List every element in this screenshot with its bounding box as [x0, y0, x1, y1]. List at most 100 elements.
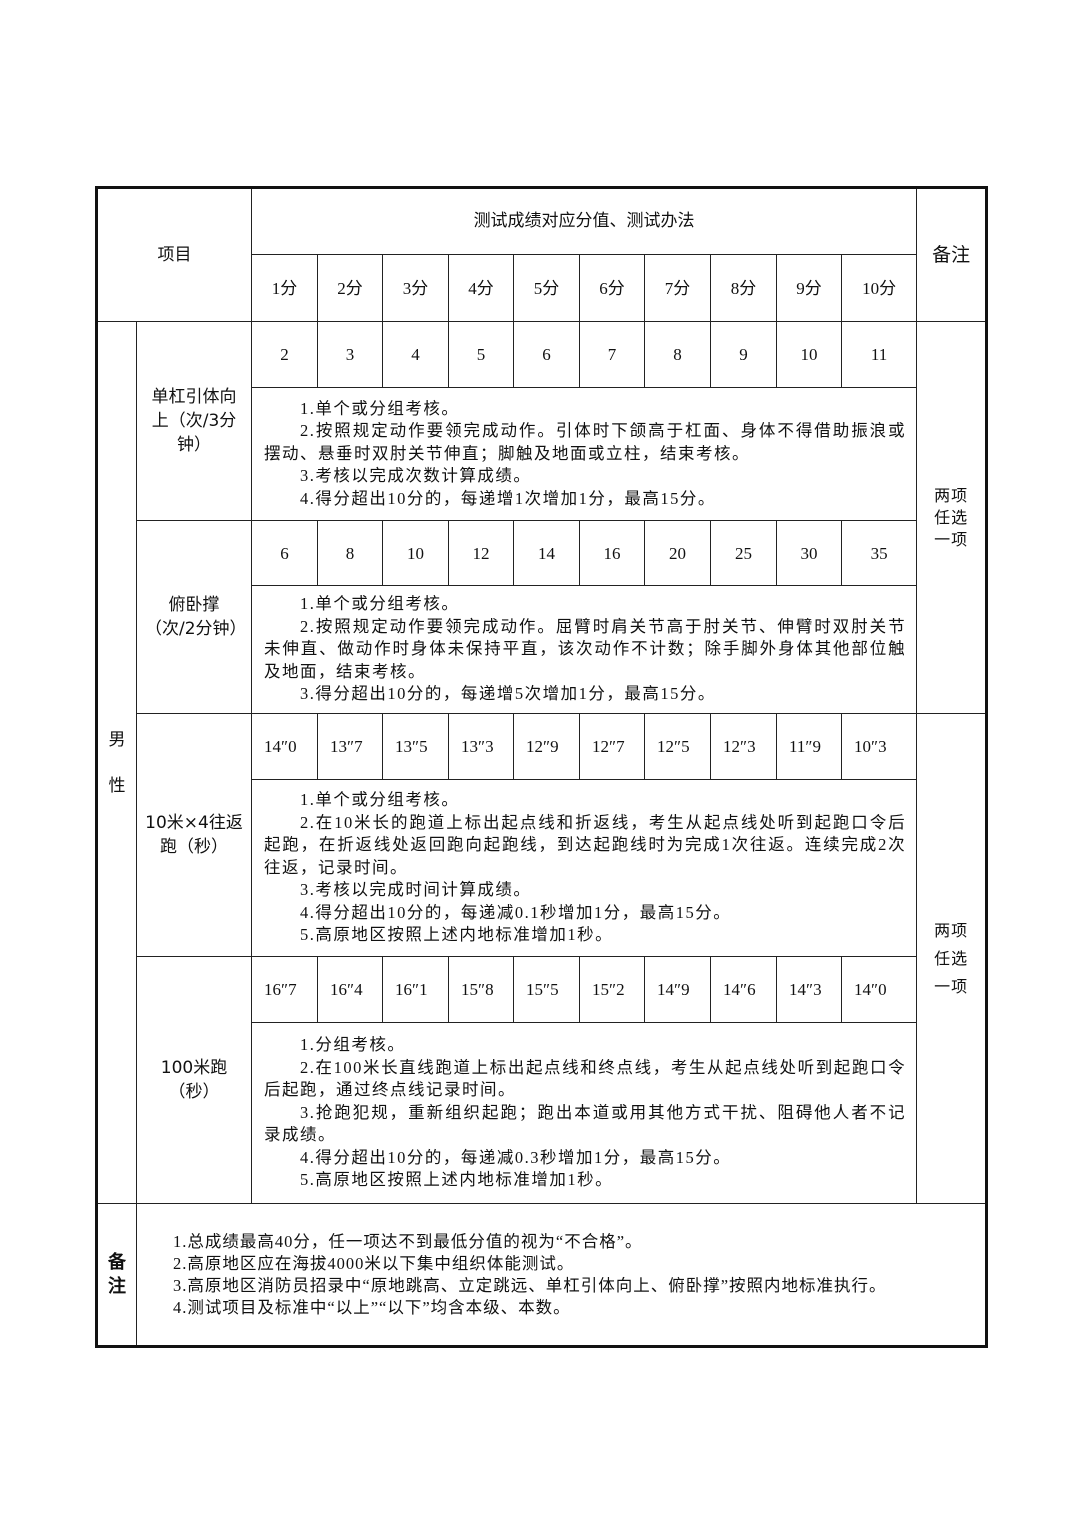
rule-item: 5.高原地区按照上述内地标准增加1秒。 — [300, 925, 614, 945]
score-value-cell: 12 — [448, 520, 514, 586]
score-header-cell: 10分 — [840, 254, 918, 322]
test-method-description: 1.分组考核。 2.在100米长直线跑道上标出起点线和终点线，考生从起点线处听到起… — [250, 1022, 918, 1204]
score-value-cell: 13″3 — [448, 713, 514, 780]
rules-row: 1.单个或分组考核。 2.在10米长的跑道上标出起点线和折返线，考生从起点线处听到… — [97, 779, 987, 957]
score-value-cell: 12″7 — [579, 713, 645, 780]
score-value-cell: 14 — [513, 520, 580, 586]
score-header-cell: 7分 — [644, 254, 711, 322]
rule-item: 4.得分超出10分的，每递减0.1秒增加1分，最高15分。 — [300, 902, 732, 922]
rule-item: 4.得分超出10分的，每递减0.3秒增加1分，最高15分。 — [300, 1147, 732, 1167]
group-remark-text: 两项任选一项 — [934, 920, 969, 996]
rule-item: 1.单个或分组考核。 — [300, 594, 460, 614]
score-value-cell: 14″9 — [644, 956, 711, 1023]
score-value-cell: 16 — [579, 520, 645, 586]
score-header-cell: 2分 — [317, 254, 383, 322]
rule-item: 3.得分超出10分的，每递增5次增加1分，最高15分。 — [300, 684, 716, 704]
rule-item: 2.按照规定动作要领完成动作。屈臂时肩关节高于肘关节、伸臂时双肘关节未伸直、做动… — [264, 616, 907, 681]
score-value-cell: 14″0 — [840, 956, 918, 1023]
table-title: 测试成绩对应分值、测试办法 — [250, 187, 918, 255]
group-remark: 两项任选一项 — [916, 713, 988, 1204]
score-value-cell: 25 — [710, 520, 777, 586]
rule-item: 3.考核以完成次数计算成绩。 — [300, 466, 532, 486]
score-value-cell: 14″3 — [776, 956, 842, 1023]
rule-item: 3.抢跑犯规，重新组织起跑；跑出本道或用其他方式干扰、阻碍他人者不记录成绩。 — [264, 1102, 907, 1145]
score-value-cell: 4 — [382, 321, 449, 388]
score-header-row: 1分 2分 3分 4分 5分 6分 7分 8分 9分 10分 — [97, 254, 987, 322]
score-value-cell: 7 — [579, 321, 645, 388]
value-row: 100米跑（秒） 16″7 16″4 16″1 15″8 15″5 15″2 14″9 14″6… — [97, 956, 987, 1204]
score-value-cell: 2 — [251, 321, 318, 388]
gender-text: 男性 — [108, 729, 126, 796]
notes-content: 1.总成绩最高40分，任一项达不到最低分值的视为“不合格”。 2.高原地区应在海拔… — [135, 1203, 988, 1347]
score-value-cell: 16″4 — [317, 956, 383, 1023]
test-method-description: 1.单个或分组考核。 2.按照规定动作要领完成动作。引体时下颌高于杠面、身体不得借… — [250, 387, 918, 521]
item-name: 10米×4往返跑（秒） — [136, 713, 252, 957]
score-value-cell: 6 — [513, 321, 580, 388]
score-value-cell: 15″5 — [513, 956, 580, 1023]
group-remark: 两项任选一项 — [916, 321, 988, 714]
score-value-cell: 35 — [840, 520, 918, 586]
rule-item: 2.在10米长的跑道上标出起点线和折返线，考生从起点线处听到起跑口令后起跑，在折… — [264, 812, 907, 877]
score-value-cell: 12″9 — [513, 713, 580, 780]
group-remark-text: 两项任选一项 — [934, 485, 969, 549]
score-value-cell: 8 — [644, 321, 711, 388]
score-value-cell: 16″7 — [251, 956, 318, 1023]
item-name: 单杠引体向上（次/3分钟） — [136, 321, 252, 521]
score-value-cell: 5 — [448, 321, 514, 388]
score-value-cell: 11 — [840, 321, 918, 388]
score-header-cell: 5分 — [513, 254, 580, 322]
rule-item: 1.单个或分组考核。 — [300, 398, 460, 418]
score-value-cell: 30 — [776, 520, 842, 586]
score-header-cell: 1分 — [251, 254, 318, 322]
rule-item: 2.在100米长直线跑道上标出起点线和终点线，考生从起点线处听到起跑口令后起跑，… — [264, 1057, 907, 1100]
score-value-cell: 13″5 — [382, 713, 449, 780]
score-value-cell: 3 — [317, 321, 383, 388]
test-method-description: 1.单个或分组考核。 2.按照规定动作要领完成动作。屈臂时肩关节高于肘关节、伸臂时… — [250, 585, 918, 714]
score-header-cell: 4分 — [448, 254, 514, 322]
score-value-cell: 10″3 — [840, 713, 918, 780]
rule-item: 1.单个或分组考核。 — [300, 790, 460, 810]
rule-item: 4.得分超出10分的，每递增1次增加1分，最高15分。 — [300, 488, 716, 508]
remark-header: 备注 — [916, 187, 988, 322]
notes-label: 备注 — [96, 1203, 137, 1347]
rule-item: 5.高原地区按照上述内地标准增加1秒。 — [300, 1170, 614, 1190]
score-value-cell: 16″1 — [382, 956, 449, 1023]
item-name: 俯卧撑（次/2分钟） — [136, 520, 252, 714]
value-row: 男性 单杠引体向上（次/3分钟） 2 3 4 5 6 7 8 9 10 11 两项任选一项 — [96, 321, 988, 1204]
note-item: 1.总成绩最高40分，任一项达不到最低分值的视为“不合格”。 — [173, 1231, 643, 1251]
rules-row: 1.单个或分组考核。 2.按照规定动作要领完成动作。屈臂时肩关节高于肘关节、伸臂时… — [97, 585, 987, 714]
rules-row: 1.单个或分组考核。 2.按照规定动作要领完成动作。引体时下颌高于杠面、身体不得借… — [97, 387, 987, 521]
value-row: 俯卧撑（次/2分钟） 6 8 10 12 14 16 20 25 30 35 — [97, 520, 987, 714]
note-item: 2.高原地区应在海拔4000米以下集中组织体能测试。 — [173, 1253, 575, 1273]
score-header-cell: 6分 — [579, 254, 645, 322]
notes-row: 备注 1.总成绩最高40分，任一项达不到最低分值的视为“不合格”。 2.高原地区应在… — [96, 1203, 988, 1347]
rule-item: 1.分组考核。 — [300, 1035, 406, 1055]
score-header-cell: 3分 — [382, 254, 449, 322]
note-item: 4.测试项目及标准中“以上”“以下”均含本级、本数。 — [173, 1297, 571, 1317]
note-item: 3.高原地区消防员招录中“原地跳高、立定跳远、单杠引体向上、俯卧撑”按照内地标准… — [173, 1275, 887, 1295]
rule-item: 2.按照规定动作要领完成动作。引体时下颌高于杠面、身体不得借助振浪或摆动、悬垂时… — [264, 421, 907, 463]
score-header-cell: 8分 — [710, 254, 777, 322]
gender-label: 男性 — [96, 321, 137, 1204]
score-value-cell: 12″3 — [710, 713, 777, 780]
score-value-cell: 14″6 — [710, 956, 777, 1023]
score-value-cell: 12″5 — [644, 713, 711, 780]
value-row: 10米×4往返跑（秒） 14″0 13″7 13″5 13″3 12″9 12″7 12″5 1… — [97, 713, 988, 1204]
test-method-description: 1.单个或分组考核。 2.在10米长的跑道上标出起点线和折返线，考生从起点线处听到… — [250, 779, 918, 957]
score-value-cell: 10 — [382, 520, 449, 586]
score-value-cell: 8 — [317, 520, 383, 586]
score-value-cell: 11″9 — [776, 713, 842, 780]
score-value-cell: 10 — [776, 321, 842, 388]
item-header: 项目 — [96, 187, 252, 322]
rule-item: 3.考核以完成时间计算成绩。 — [300, 880, 532, 900]
score-value-cell: 20 — [644, 520, 711, 586]
item-name: 100米跑（秒） — [136, 956, 252, 1204]
fitness-standards-table: 项目 测试成绩对应分值、测试办法 备注 1分 2分 3分 4分 5分 6分 7分 8分 9分 10… — [95, 186, 989, 1348]
score-value-cell: 13″7 — [317, 713, 383, 780]
score-value-cell: 15″8 — [448, 956, 514, 1023]
notes-label-text: 备注 — [108, 1251, 126, 1297]
score-value-cell: 14″0 — [251, 713, 318, 780]
rules-row: 1.分组考核。 2.在100米长直线跑道上标出起点线和终点线，考生从起点线处听到起… — [97, 1022, 987, 1204]
score-header-cell: 9分 — [776, 254, 842, 322]
score-value-cell: 9 — [710, 321, 777, 388]
